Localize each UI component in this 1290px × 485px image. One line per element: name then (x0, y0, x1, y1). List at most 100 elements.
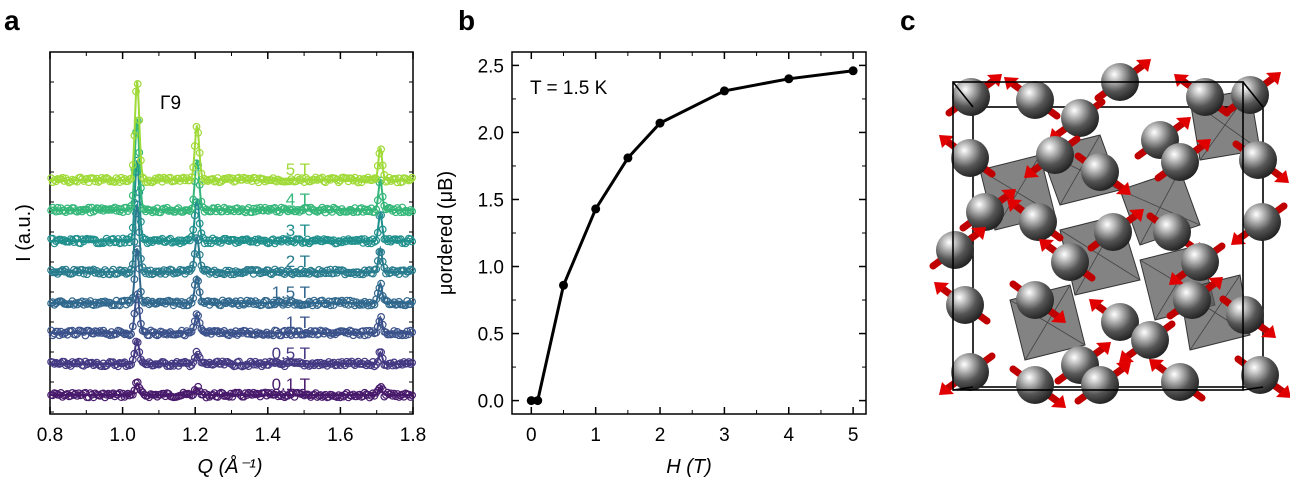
moment-arrow-head (1007, 199, 1022, 212)
data-point (367, 301, 376, 310)
panel-a-x-tick-label: 1.4 (255, 425, 282, 446)
panel-b-frame (511, 51, 867, 415)
panel-b-x-tick-label: 5 (848, 425, 859, 446)
data-point (357, 235, 366, 244)
data-point (259, 360, 268, 369)
data-point (190, 249, 199, 258)
data-point (128, 294, 137, 302)
data-point (136, 319, 145, 328)
data-point (406, 175, 415, 184)
moment-arrow-head (1051, 310, 1066, 323)
moment-point (655, 118, 665, 128)
magnetic-ion-sphere (1016, 81, 1054, 119)
data-point (125, 331, 134, 340)
data-point (169, 269, 178, 278)
moment-arrow-head (1039, 239, 1054, 252)
magnetic-ion-sphere (1016, 281, 1054, 319)
magnetic-ion-sphere (946, 286, 984, 324)
data-point (146, 206, 155, 215)
tetrahedron-edge (1024, 284, 1071, 361)
moment-arrow-head (1261, 325, 1276, 338)
data-point (400, 208, 408, 217)
data-point (136, 254, 145, 263)
data-point (156, 359, 165, 368)
data-point (52, 268, 60, 277)
data-point (372, 205, 381, 214)
data-point (130, 349, 139, 358)
data-point (127, 174, 136, 183)
data-point (184, 265, 193, 274)
unit-cell-edge (1242, 81, 1264, 108)
data-point (373, 322, 382, 331)
data-point (303, 203, 312, 212)
tetrahedron-edge (1139, 169, 1181, 246)
unit-cell-edge (1242, 386, 1264, 391)
data-point (136, 217, 145, 226)
data-point (408, 358, 417, 367)
data-point (308, 359, 317, 368)
moment-arrow-head (1119, 350, 1134, 363)
data-point (215, 389, 224, 398)
data-point (267, 300, 276, 309)
data-point (61, 361, 70, 370)
panel-a-diffraction: 0.1 T 0.5 T 1 T 1.5 T 2 T 3 T 4 T 5 T 0.8 1.0 1.2… (13, 51, 426, 478)
magnetic-ion-sphere (952, 78, 990, 116)
unit-cell-front-face (952, 81, 1244, 391)
panel-b-y-tick-label: 0.5 (478, 325, 504, 346)
data-point (241, 174, 250, 183)
data-point (189, 260, 198, 269)
data-point (127, 360, 136, 369)
data-point (128, 191, 137, 200)
data-point (401, 331, 410, 340)
data-point (190, 211, 199, 220)
data-point (73, 266, 82, 275)
panel-letter-c: c (900, 5, 916, 36)
series-label-6: 4 T (286, 190, 310, 209)
data-point (370, 300, 379, 309)
magnetic-ion-sphere (1019, 203, 1057, 241)
magnetic-ion-sphere (1239, 141, 1277, 179)
data-point (396, 329, 405, 338)
magnetic-ion-sphere (1131, 321, 1169, 359)
panel-b-x-tick-label: 3 (719, 425, 730, 446)
magnetic-ion-sphere (1101, 303, 1139, 341)
moment-point (719, 86, 729, 96)
data-point (398, 239, 407, 248)
panel-a-peak-label: Γ9 (160, 93, 181, 114)
moment-arrow-head (939, 382, 954, 395)
data-point (138, 263, 147, 272)
data-point (408, 266, 417, 275)
data-point (408, 173, 417, 182)
data-point (252, 328, 261, 337)
moment-point (848, 66, 858, 76)
moment-arrow-head (1174, 74, 1189, 87)
data-point (133, 79, 142, 88)
magnetic-ion-sphere (1181, 243, 1219, 281)
data-point (128, 161, 137, 170)
data-point (192, 310, 201, 319)
data-point (333, 176, 341, 184)
data-point (192, 275, 201, 284)
data-point (119, 234, 127, 243)
panel-letter-b: b (458, 5, 475, 36)
data-point (60, 267, 69, 276)
data-point (360, 266, 369, 275)
series-label-1: 0.5 T (272, 344, 310, 363)
data-point (404, 267, 413, 276)
panel-b-x-tick-label: 2 (655, 425, 666, 446)
data-point (372, 236, 381, 245)
moment-point (526, 396, 536, 406)
data-point (377, 248, 386, 257)
data-point (406, 393, 415, 401)
data-point (252, 204, 261, 213)
data-point (403, 175, 412, 184)
moment-curve (531, 69, 854, 403)
data-point (127, 330, 136, 339)
data-point (334, 297, 343, 306)
data-point (110, 301, 119, 310)
fit-line-7 (50, 81, 413, 181)
data-point (123, 389, 132, 398)
data-point (130, 131, 139, 140)
data-point (187, 264, 196, 273)
